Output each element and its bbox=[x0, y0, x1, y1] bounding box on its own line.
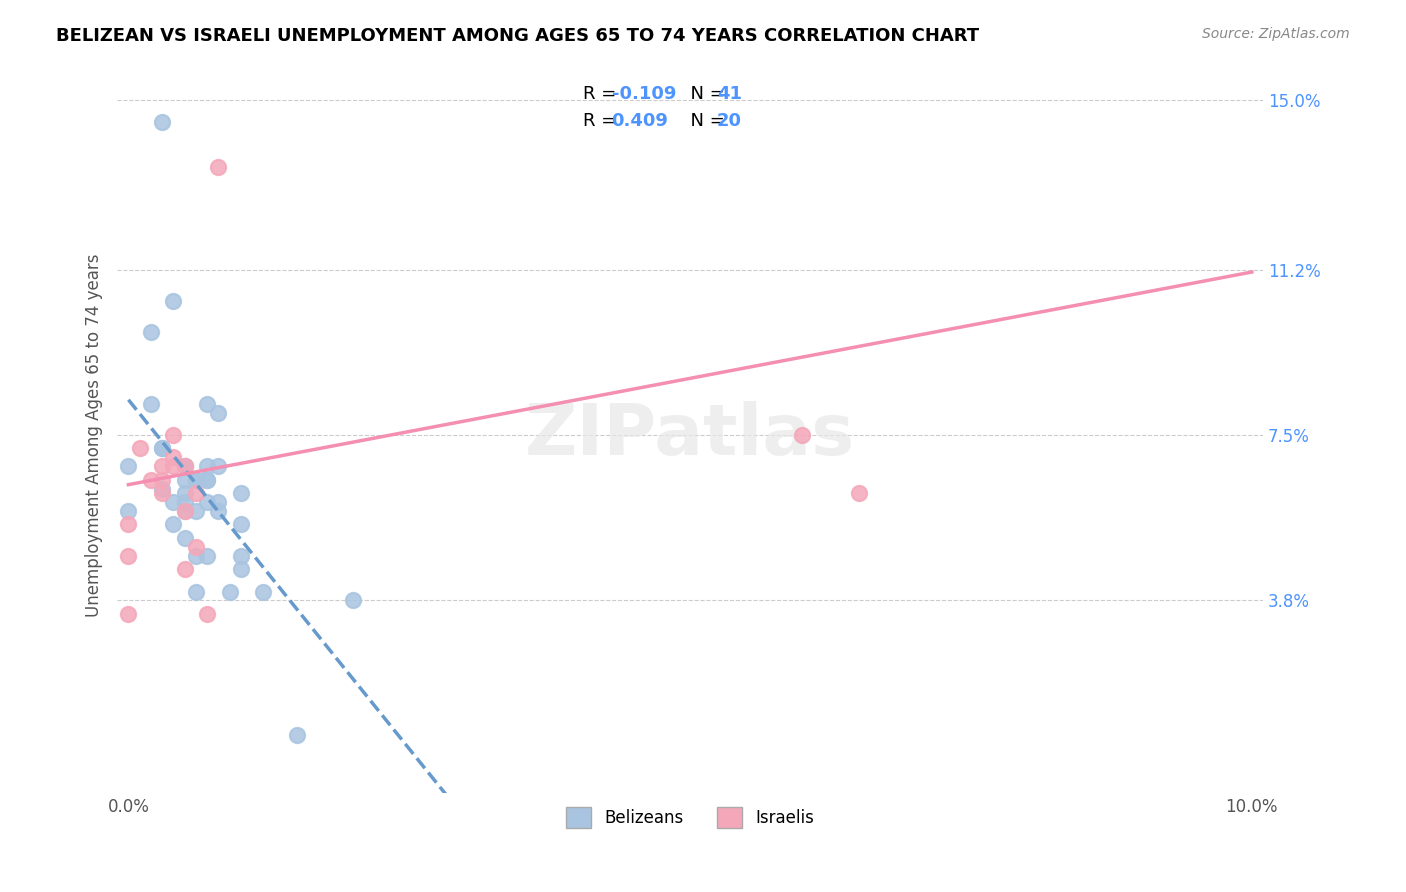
Point bbox=[173, 459, 195, 474]
Point bbox=[150, 486, 173, 500]
Point bbox=[173, 504, 195, 518]
Point bbox=[195, 607, 218, 621]
Point bbox=[184, 473, 207, 487]
Point bbox=[173, 531, 195, 545]
Point bbox=[173, 495, 195, 509]
Point bbox=[173, 473, 195, 487]
Point bbox=[162, 495, 184, 509]
Point bbox=[285, 727, 308, 741]
Point bbox=[139, 397, 162, 411]
Text: 0.409: 0.409 bbox=[612, 112, 668, 129]
Text: R =: R = bbox=[583, 85, 623, 103]
Point bbox=[184, 584, 207, 599]
Point bbox=[173, 459, 195, 474]
Point bbox=[150, 115, 173, 129]
Point bbox=[117, 549, 139, 563]
Point bbox=[184, 549, 207, 563]
Point bbox=[342, 593, 364, 607]
Point bbox=[184, 473, 207, 487]
Point bbox=[252, 584, 274, 599]
Point bbox=[792, 428, 814, 442]
Point bbox=[139, 325, 162, 339]
Point bbox=[117, 517, 139, 532]
Text: -0.109: -0.109 bbox=[612, 85, 676, 103]
Text: 20: 20 bbox=[717, 112, 742, 129]
Text: Source: ZipAtlas.com: Source: ZipAtlas.com bbox=[1202, 27, 1350, 41]
Point bbox=[207, 504, 229, 518]
Point bbox=[207, 406, 229, 420]
Point bbox=[150, 442, 173, 456]
Point bbox=[229, 549, 252, 563]
Point bbox=[150, 482, 173, 496]
Point bbox=[162, 428, 184, 442]
Point bbox=[195, 473, 218, 487]
Point bbox=[128, 442, 150, 456]
Point bbox=[207, 495, 229, 509]
Point bbox=[150, 442, 173, 456]
Point bbox=[848, 486, 870, 500]
Text: N =: N = bbox=[679, 112, 731, 129]
Point bbox=[173, 459, 195, 474]
Point bbox=[117, 607, 139, 621]
Point bbox=[195, 459, 218, 474]
Point bbox=[117, 459, 139, 474]
Point bbox=[184, 540, 207, 554]
Point bbox=[207, 459, 229, 474]
Point bbox=[139, 473, 162, 487]
Text: BELIZEAN VS ISRAELI UNEMPLOYMENT AMONG AGES 65 TO 74 YEARS CORRELATION CHART: BELIZEAN VS ISRAELI UNEMPLOYMENT AMONG A… bbox=[56, 27, 980, 45]
Point bbox=[229, 562, 252, 576]
Legend: Belizeans, Israelis: Belizeans, Israelis bbox=[560, 801, 821, 834]
Point bbox=[162, 517, 184, 532]
Point bbox=[173, 486, 195, 500]
Point bbox=[207, 160, 229, 174]
Point bbox=[195, 473, 218, 487]
Y-axis label: Unemployment Among Ages 65 to 74 years: Unemployment Among Ages 65 to 74 years bbox=[86, 253, 103, 616]
Point bbox=[195, 495, 218, 509]
Text: R =: R = bbox=[583, 112, 623, 129]
Point bbox=[229, 517, 252, 532]
Text: 41: 41 bbox=[717, 85, 742, 103]
Point bbox=[117, 504, 139, 518]
Point bbox=[195, 549, 218, 563]
Point bbox=[173, 504, 195, 518]
Point bbox=[162, 293, 184, 308]
Text: ZIPatlas: ZIPatlas bbox=[524, 401, 855, 469]
Point bbox=[162, 459, 184, 474]
Point bbox=[184, 504, 207, 518]
Text: N =: N = bbox=[679, 85, 731, 103]
Point bbox=[229, 486, 252, 500]
Point bbox=[150, 459, 173, 474]
Point bbox=[162, 450, 184, 465]
Point bbox=[195, 397, 218, 411]
Point bbox=[150, 473, 173, 487]
Point bbox=[218, 584, 240, 599]
Point bbox=[184, 486, 207, 500]
Point bbox=[173, 562, 195, 576]
